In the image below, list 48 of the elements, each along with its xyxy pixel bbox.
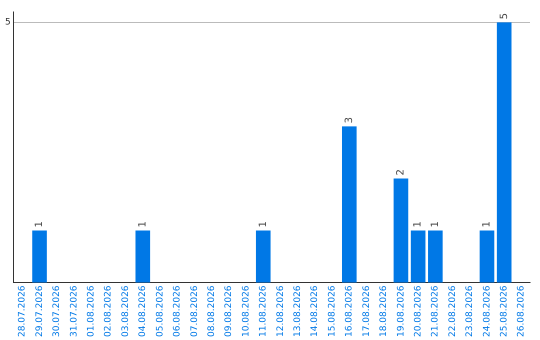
data-label: 1	[482, 221, 493, 228]
x-tick-label: 15.08.2026	[327, 285, 338, 337]
x-tick-label: 13.08.2026	[293, 285, 304, 337]
x-tick-label: 07.08.2026	[190, 285, 200, 337]
x-tick-label: 21.08.2026	[430, 285, 441, 337]
x-tick-label: 22.08.2026	[448, 285, 458, 337]
data-label: 1	[137, 221, 148, 228]
data-label: 1	[258, 221, 269, 228]
x-tick-label: 14.08.2026	[310, 285, 320, 337]
x-tick-label: 12.08.2026	[276, 285, 286, 337]
bar	[342, 126, 357, 282]
x-tick-label: 20.08.2026	[413, 285, 424, 337]
x-tick-label: 26.08.2026	[516, 285, 527, 337]
data-label: 2	[396, 169, 407, 176]
x-tick-label: 23.08.2026	[465, 285, 476, 337]
bar	[256, 230, 271, 282]
bar	[135, 230, 150, 282]
bar	[428, 230, 443, 282]
data-label: 1	[430, 221, 441, 228]
x-tick-label: 17.08.2026	[362, 285, 372, 337]
x-tick-label: 03.08.2026	[120, 285, 131, 337]
x-tick-label: 25.08.2026	[500, 285, 510, 337]
bar	[410, 230, 426, 282]
x-tick-label: 29.07.2026	[34, 285, 45, 337]
x-tick-label: 06.08.2026	[172, 285, 183, 337]
x-tick-label: 05.08.2026	[155, 285, 166, 337]
x-tick-label: 11.08.2026	[258, 285, 269, 337]
bar	[480, 230, 494, 282]
x-tick-label: 28.07.2026	[18, 285, 28, 337]
x-tick-label: 31.07.2026	[69, 285, 80, 337]
x-tick-label: 09.08.2026	[224, 285, 234, 337]
data-label: 1	[412, 221, 424, 228]
data-label: 5	[498, 13, 510, 20]
bar	[32, 230, 47, 282]
bar	[394, 178, 408, 282]
bar	[496, 22, 512, 282]
x-tick-label: 19.08.2026	[396, 285, 406, 337]
x-tick-label: 10.08.2026	[241, 285, 252, 337]
x-tick-label: 08.08.2026	[206, 285, 217, 337]
data-label: 3	[344, 117, 355, 124]
x-tick-label: 01.08.2026	[86, 285, 97, 337]
x-tick-label: 18.08.2026	[379, 285, 390, 337]
data-label: 1	[34, 221, 46, 228]
x-tick-label: 16.08.2026	[344, 285, 355, 337]
x-tick-label: 30.07.2026	[52, 285, 62, 337]
x-tick-label: 04.08.2026	[138, 285, 148, 337]
x-tick-label: 02.08.2026	[104, 285, 114, 337]
x-tick-label: 24.08.2026	[482, 285, 492, 337]
